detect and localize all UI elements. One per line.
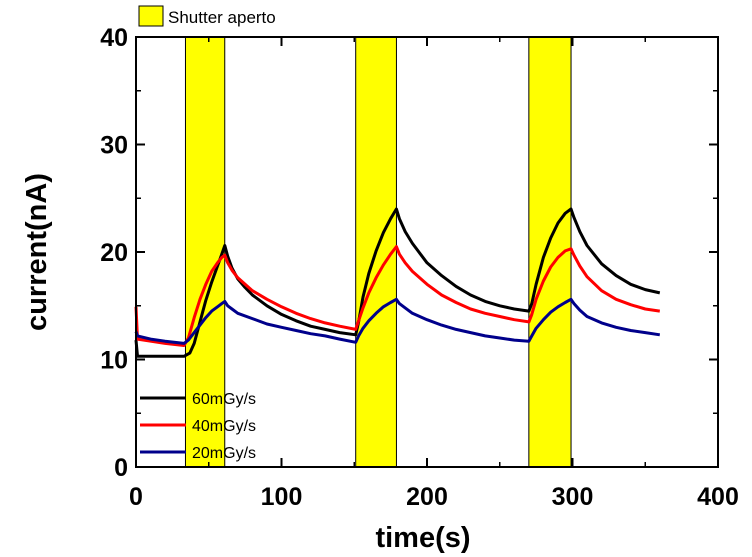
x-tick-label: 200	[406, 483, 448, 511]
y-tick-label: 10	[100, 347, 128, 375]
shutter-legend-swatch	[138, 5, 164, 27]
shutter-band-1	[184, 36, 226, 468]
x-axis-title: time(s)	[375, 522, 470, 554]
x-tick-label: 300	[552, 483, 594, 511]
series-legend: 60mGy/s 40mGy/s 20mGy/s	[140, 391, 256, 462]
axis-ticks: 0 100 200 300 400 0 10 20 30 40	[100, 24, 739, 511]
y-tick-label: 0	[114, 454, 128, 482]
y-tick-label: 40	[100, 24, 128, 52]
x-tick-label: 100	[261, 483, 303, 511]
legend-label-1: 60mGy/s	[192, 391, 256, 408]
y-tick-label: 20	[100, 239, 128, 267]
y-axis-title: current(nA)	[21, 173, 53, 331]
series-line-2	[134, 245, 661, 347]
x-tick-label: 400	[697, 483, 739, 511]
series-lines	[134, 207, 661, 358]
legend-label-2: 40mGy/s	[192, 418, 256, 435]
x-tick-label: 0	[129, 483, 143, 511]
shutter-legend-label: Shutter aperto	[168, 8, 276, 27]
y-tick-label: 30	[100, 132, 128, 160]
series-line-1	[134, 207, 661, 358]
series-line-3	[134, 297, 661, 345]
legend-label-3: 20mGy/s	[192, 445, 256, 462]
